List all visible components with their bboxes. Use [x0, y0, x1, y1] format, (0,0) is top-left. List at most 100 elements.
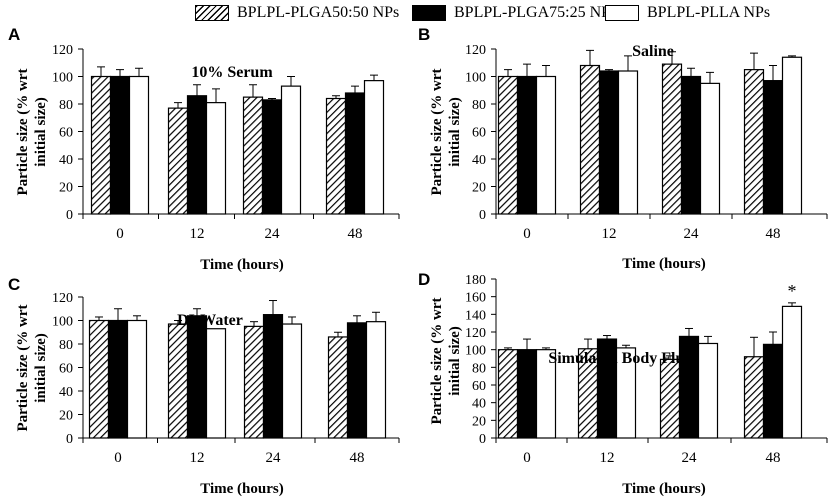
x-tick-label: 0: [523, 450, 531, 466]
y-tick-label: 120: [52, 43, 73, 58]
bar: [126, 319, 148, 439]
bar: [497, 349, 519, 439]
y-tick-label: 160: [465, 291, 486, 306]
y-tick-label: 0: [479, 432, 486, 447]
bar: [205, 102, 227, 215]
bar: [699, 82, 721, 215]
panel-letter: D: [418, 270, 430, 289]
x-tick-label: 0: [114, 450, 122, 466]
panel-title: 10% Serum: [191, 64, 273, 81]
y-axis-label: Particle size (% wrt initial size): [429, 68, 463, 195]
x-tick-label: 48: [348, 226, 363, 242]
y-axis-label: Particle size (% wrt initial size): [429, 297, 463, 424]
y-tick-label: 80: [59, 338, 73, 353]
bar: [697, 342, 719, 439]
x-tick-label: 48: [350, 450, 365, 466]
x-tick-label: 0: [116, 226, 124, 242]
bar: [743, 356, 765, 439]
y-tick-label: 100: [52, 71, 73, 86]
bar: [363, 80, 385, 215]
y-tick-label: 20: [472, 181, 486, 196]
bar: [281, 323, 303, 439]
x-axis-label: Time (hours): [200, 257, 283, 273]
x-axis-label: Time (hours): [622, 481, 705, 497]
bar: [781, 56, 803, 215]
bar: [243, 325, 265, 439]
panel-title: Simulated Body Fluid: [548, 350, 697, 367]
bar: [280, 85, 302, 215]
bar: [579, 64, 601, 215]
y-axis-label: Particle size (% wrt initial size): [15, 304, 49, 431]
bar: [365, 321, 387, 439]
y-tick-label: 180: [465, 273, 486, 288]
y-tick-label: 80: [59, 98, 73, 113]
bar: [535, 75, 557, 215]
bar: [242, 96, 264, 215]
x-tick-label: 12: [600, 450, 615, 466]
bar: [325, 97, 347, 215]
x-tick-label: 48: [766, 450, 781, 466]
y-tick-label: 60: [59, 126, 73, 141]
y-tick-label: 120: [465, 326, 486, 341]
x-tick-label: 12: [190, 450, 205, 466]
significance-star: *: [788, 281, 797, 301]
y-tick-label: 0: [66, 208, 73, 223]
y-tick-label: 100: [52, 315, 73, 330]
bar: [516, 75, 538, 215]
bar: [167, 107, 189, 215]
y-tick-label: 20: [59, 181, 73, 196]
legend-item-plga7525: BPLPL-PLGA75:25 NPs: [412, 2, 616, 24]
panel-letter: B: [418, 25, 430, 44]
x-tick-label: 24: [266, 450, 282, 466]
bar: [762, 80, 784, 215]
legend: BPLPL-PLGA50:50 NPs BPLPL-PLGA75:25 NPs …: [0, 2, 829, 24]
x-axis-label: Time (hours): [622, 256, 705, 272]
y-tick-label: 60: [472, 126, 486, 141]
legend-swatch-white: [605, 5, 639, 21]
bar: [128, 75, 150, 215]
bar: [107, 319, 129, 439]
bar: [205, 328, 227, 439]
y-tick-label: 120: [52, 291, 73, 306]
legend-label: BPLPL-PLGA75:25 NPs: [454, 4, 617, 21]
x-tick-label: 24: [682, 450, 698, 466]
bar: [659, 358, 681, 439]
bar: [661, 63, 683, 215]
y-tick-label: 0: [479, 208, 486, 223]
bar: [680, 75, 702, 215]
y-tick-label: 120: [465, 43, 486, 58]
y-tick-label: 60: [59, 362, 73, 377]
x-tick-label: 24: [265, 226, 281, 242]
x-tick-label: 24: [684, 226, 700, 242]
panel-letter: C: [8, 275, 20, 294]
bar: [762, 343, 784, 439]
y-tick-label: 40: [59, 385, 73, 400]
bar: [598, 70, 620, 215]
bar: [186, 95, 208, 215]
legend-label: BPLPL-PLLA NPs: [647, 4, 771, 21]
y-axis-label: Particle size (% wrt initial size): [15, 68, 49, 195]
y-tick-label: 80: [472, 361, 486, 376]
y-tick-label: 0: [66, 432, 73, 447]
y-tick-label: 100: [465, 71, 486, 86]
bar: [261, 99, 283, 215]
bar: [109, 75, 131, 215]
bar: [743, 69, 765, 215]
y-tick-label: 20: [59, 409, 73, 424]
x-tick-label: 0: [523, 226, 531, 242]
y-tick-label: 40: [59, 153, 73, 168]
x-tick-label: 12: [190, 226, 205, 242]
bar: [346, 322, 368, 439]
panel-title: Saline: [632, 43, 674, 60]
y-tick-label: 140: [465, 308, 486, 323]
bar: [497, 75, 519, 215]
bar: [781, 305, 803, 439]
y-tick-label: 60: [472, 379, 486, 394]
x-tick-label: 48: [766, 226, 781, 242]
bar: [327, 336, 349, 439]
bar: [516, 349, 538, 439]
legend-swatch-hatched: [195, 5, 229, 21]
bar: [262, 314, 284, 439]
bar: [186, 315, 208, 439]
